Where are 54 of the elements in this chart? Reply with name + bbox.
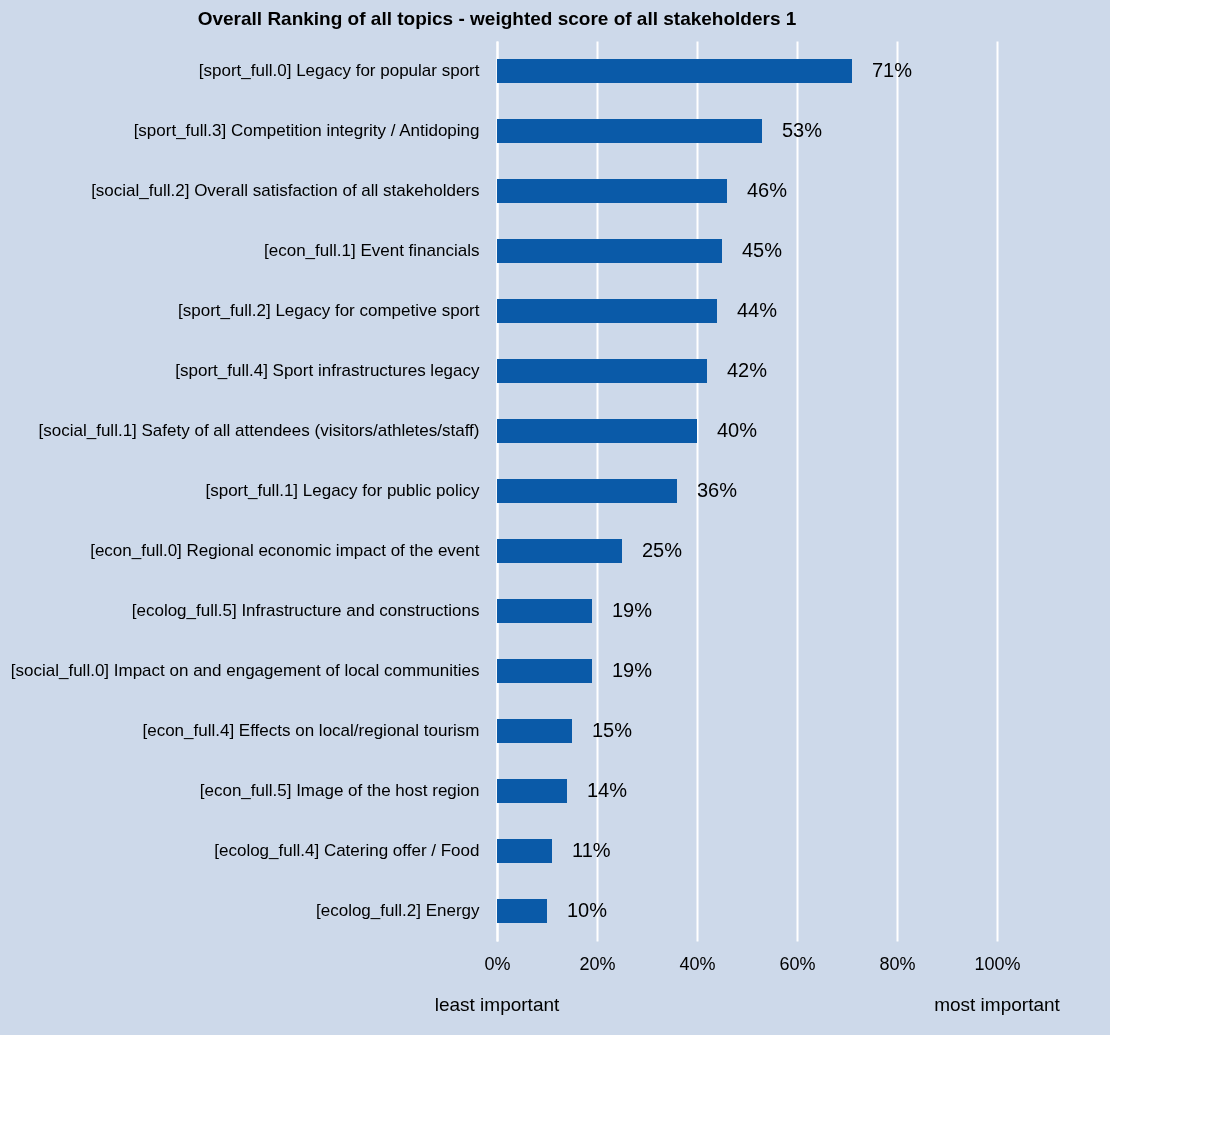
y-tick-label: [social_full.2] Overall satisfaction of all stakeholders bbox=[91, 181, 480, 200]
y-tick-label: [sport_full.4] Sport infrastructures legacy bbox=[175, 361, 480, 380]
y-tick-label: [sport_full.1] Legacy for public policy bbox=[205, 481, 480, 500]
data-label: 36% bbox=[697, 479, 738, 501]
data-label: 45% bbox=[742, 239, 783, 261]
text: most important bbox=[934, 994, 1061, 1015]
data-label: 10% bbox=[567, 899, 608, 921]
y-tick-label: [ecolog_full.2] Energy bbox=[316, 901, 480, 920]
bar bbox=[497, 599, 592, 623]
bar bbox=[497, 479, 677, 503]
y-tick-label: [social_full.1] Safety of all attendees (visitors/athletes/staff) bbox=[38, 421, 480, 440]
bar bbox=[497, 899, 547, 923]
bar bbox=[497, 179, 727, 203]
x-tick-label: 100% bbox=[974, 953, 1021, 974]
bar bbox=[497, 119, 762, 143]
bar bbox=[497, 719, 572, 743]
data-label: 40% bbox=[717, 419, 758, 441]
bar bbox=[497, 779, 567, 803]
y-tick-label: [econ_full.1] Event financials bbox=[264, 241, 480, 260]
data-label: 46% bbox=[747, 179, 788, 201]
data-label: 19% bbox=[612, 659, 653, 681]
data-label: 15% bbox=[592, 719, 633, 741]
data-label: 42% bbox=[727, 359, 768, 381]
x-tick-label: 80% bbox=[879, 953, 916, 974]
x-tick-label: 20% bbox=[579, 953, 616, 974]
y-tick-label: [econ_full.4] Effects on local/regional tourism bbox=[142, 721, 480, 740]
y-tick-label: [sport_full.0] Legacy for popular sport bbox=[198, 61, 480, 80]
y-tick-label: [econ_full.0] Regional economic impact of the event bbox=[90, 541, 480, 560]
y-tick-label: [social_full.0] Impact on and engagement of local communities bbox=[10, 661, 480, 680]
x-tick-label: 0% bbox=[484, 953, 511, 974]
data-label: 71% bbox=[872, 59, 913, 81]
data-label: 19% bbox=[612, 599, 653, 621]
y-tick-label: [sport_full.2] Legacy for competive sport bbox=[178, 301, 480, 320]
text: least important bbox=[434, 994, 561, 1015]
bar bbox=[497, 299, 717, 323]
bar bbox=[497, 359, 707, 383]
y-tick-label: [econ_full.5] Image of the host region bbox=[199, 781, 480, 800]
bar bbox=[497, 419, 697, 443]
data-label: 44% bbox=[737, 299, 778, 321]
data-label: 25% bbox=[642, 539, 683, 561]
y-tick-label: [ecolog_full.5] Infrastructure and constructions bbox=[131, 601, 480, 620]
x-tick-label: 40% bbox=[679, 953, 716, 974]
x-tick-label: 60% bbox=[779, 953, 816, 974]
data-label: 53% bbox=[782, 119, 823, 141]
bar bbox=[497, 239, 722, 263]
bar bbox=[497, 839, 552, 863]
chart-title: Overall Ranking of all topics - weighted score of all stakeholders 1 bbox=[197, 8, 797, 29]
y-tick-label: [sport_full.3] Competition integrity / Antidoping bbox=[133, 121, 480, 140]
y-tick-label: [ecolog_full.4] Catering offer / Food bbox=[214, 841, 480, 860]
data-label: 11% bbox=[572, 839, 611, 861]
data-label: 14% bbox=[587, 779, 628, 801]
bar bbox=[497, 59, 852, 83]
bar bbox=[497, 659, 592, 683]
bar bbox=[497, 539, 622, 563]
